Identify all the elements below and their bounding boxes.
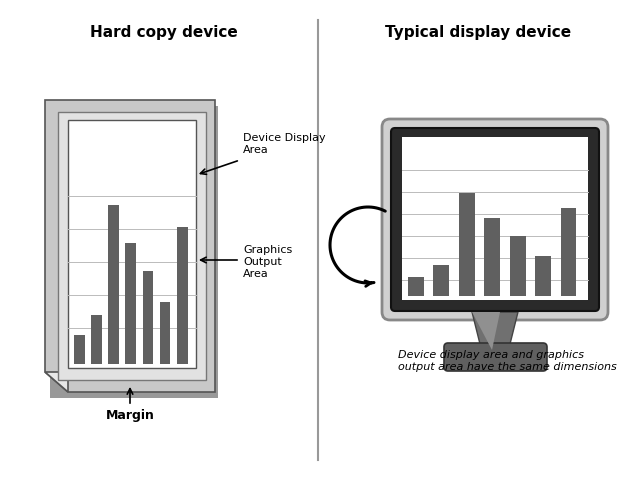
FancyBboxPatch shape	[58, 112, 206, 380]
FancyBboxPatch shape	[433, 264, 449, 296]
FancyBboxPatch shape	[177, 227, 188, 364]
Polygon shape	[45, 100, 215, 392]
Polygon shape	[45, 372, 68, 392]
Text: Margin: Margin	[106, 409, 154, 422]
FancyBboxPatch shape	[408, 277, 424, 296]
Text: Device Display
Area: Device Display Area	[243, 133, 326, 155]
FancyBboxPatch shape	[91, 315, 102, 364]
FancyBboxPatch shape	[459, 193, 475, 296]
Text: Typical display device: Typical display device	[385, 24, 571, 39]
FancyBboxPatch shape	[382, 119, 608, 320]
FancyBboxPatch shape	[50, 106, 218, 398]
FancyBboxPatch shape	[509, 236, 525, 296]
FancyBboxPatch shape	[125, 242, 136, 364]
FancyBboxPatch shape	[160, 302, 170, 364]
Polygon shape	[472, 312, 518, 352]
Polygon shape	[472, 312, 500, 350]
Text: Graphics
Output
Area: Graphics Output Area	[243, 245, 292, 278]
FancyBboxPatch shape	[484, 217, 500, 296]
FancyBboxPatch shape	[74, 336, 84, 364]
FancyBboxPatch shape	[68, 120, 196, 368]
FancyBboxPatch shape	[391, 128, 599, 311]
Text: Hard copy device: Hard copy device	[90, 24, 237, 39]
FancyBboxPatch shape	[535, 256, 551, 296]
FancyBboxPatch shape	[143, 271, 154, 364]
FancyBboxPatch shape	[402, 137, 588, 300]
FancyBboxPatch shape	[108, 205, 119, 364]
FancyBboxPatch shape	[444, 343, 547, 371]
Text: Device display area and graphics
output area have the same dimensions: Device display area and graphics output …	[398, 350, 617, 372]
FancyBboxPatch shape	[561, 207, 577, 296]
